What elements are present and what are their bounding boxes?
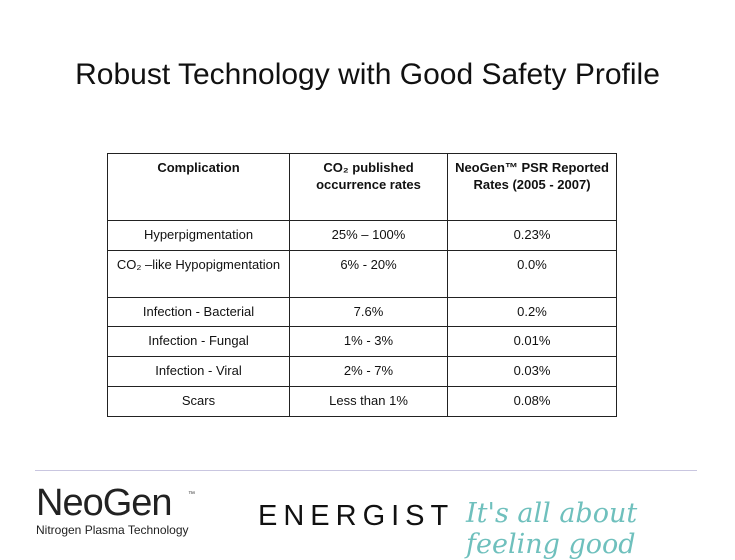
safety-table: Complication CO₂ published occurrence rat… — [107, 153, 617, 417]
table-cell: Infection - Fungal — [107, 326, 290, 357]
column-header: CO₂ published occurrence rates — [289, 153, 448, 221]
logo-subtitle: Nitrogen Plasma Technology — [36, 523, 189, 537]
column-header: NeoGen™ PSR Reported Rates (2005 - 2007) — [447, 153, 617, 221]
table-cell: 2% - 7% — [289, 356, 448, 387]
table-row: Infection - Fungal 1% - 3% 0.01% — [107, 326, 617, 357]
table-cell: Infection - Bacterial — [107, 297, 290, 327]
table-cell: 0.0% — [447, 250, 617, 298]
slide-title: Robust Technology with Good Safety Profi… — [75, 58, 660, 91]
table-row: CO₂ –like Hypopigmentation 6% - 20% 0.0% — [107, 250, 617, 298]
table-body: Hyperpigmentation 25% – 100% 0.23% CO₂ –lik… — [107, 220, 617, 417]
logo: NeoGen — [36, 482, 173, 524]
table-cell: 0.2% — [447, 297, 617, 327]
table-row: Scars Less than 1% 0.08% — [107, 386, 617, 417]
header-row: Complication CO₂ published occurrence rat… — [107, 153, 617, 221]
table-cell: Scars — [107, 386, 290, 417]
brand: ENERGIST — [258, 500, 455, 532]
table-cell: Hyperpigmentation — [107, 220, 290, 251]
table-cell: 7.6% — [289, 297, 448, 327]
table-cell: Infection - Viral — [107, 356, 290, 387]
table-cell: CO₂ –like Hypopigmentation — [107, 250, 290, 298]
table-cell: 0.01% — [447, 326, 617, 357]
table-cell: Less than 1% — [289, 386, 448, 417]
table-cell: 0.08% — [447, 386, 617, 417]
table-row: Hyperpigmentation 25% – 100% 0.23% — [107, 220, 617, 251]
table-cell: 0.03% — [447, 356, 617, 387]
table-cell: 0.23% — [447, 220, 617, 251]
column-header: Complication — [107, 153, 290, 221]
table-row: Infection - Viral 2% - 7% 0.03% — [107, 356, 617, 387]
table-cell: 6% - 20% — [289, 250, 448, 298]
table-cell: 1% - 3% — [289, 326, 448, 357]
tagline: It's all about feeling good — [466, 498, 638, 560]
trademark: ™ — [188, 491, 195, 498]
table-cell: 25% – 100% — [289, 220, 448, 251]
table-row: Infection - Bacterial 7.6% 0.2% — [107, 297, 617, 327]
divider — [35, 470, 697, 471]
